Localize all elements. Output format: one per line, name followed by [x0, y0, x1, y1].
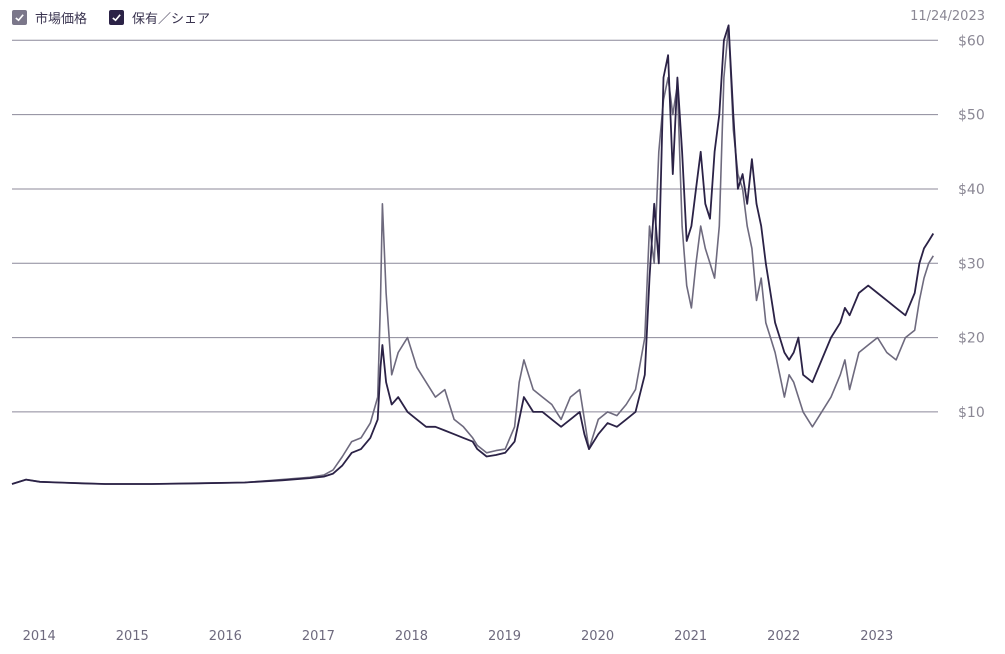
- x-tick-label: 2021: [674, 629, 707, 644]
- x-tick-label: 2016: [209, 629, 242, 644]
- x-tick-label: 2020: [581, 629, 614, 644]
- x-tick-label: 2023: [860, 629, 893, 644]
- y-tick-label: $40: [958, 182, 985, 198]
- chart-date: 11/24/2023: [910, 9, 985, 24]
- y-tick-label: $50: [958, 108, 985, 124]
- y-tick-label: $10: [958, 405, 985, 421]
- legend-label-market-price: 市場価格: [35, 12, 88, 27]
- y-tick-label: $20: [958, 331, 985, 347]
- legend-item-market-price[interactable]: 市場価格: [12, 8, 87, 27]
- check-icon: [112, 14, 121, 22]
- x-tick-label: 2017: [302, 629, 335, 644]
- y-tick-label: $30: [958, 256, 985, 272]
- x-tick-label: 2019: [488, 629, 521, 644]
- checkbox-holdings[interactable]: [109, 10, 125, 25]
- series-line: [11, 24, 935, 485]
- check-icon: [15, 14, 24, 22]
- y-tick-label: $60: [958, 33, 985, 49]
- series-line: [11, 24, 934, 485]
- x-tick-label: 2014: [23, 629, 56, 644]
- x-tick-label: 2022: [767, 629, 800, 644]
- x-tick-label: 2015: [116, 629, 149, 644]
- x-tick-label: 2018: [395, 629, 428, 644]
- legend: 市場価格 保有／シェア: [12, 8, 210, 27]
- checkbox-market-price[interactable]: [12, 10, 27, 25]
- legend-item-holdings[interactable]: 保有／シェア: [109, 8, 210, 27]
- legend-label-holdings: 保有／シェア: [132, 12, 211, 27]
